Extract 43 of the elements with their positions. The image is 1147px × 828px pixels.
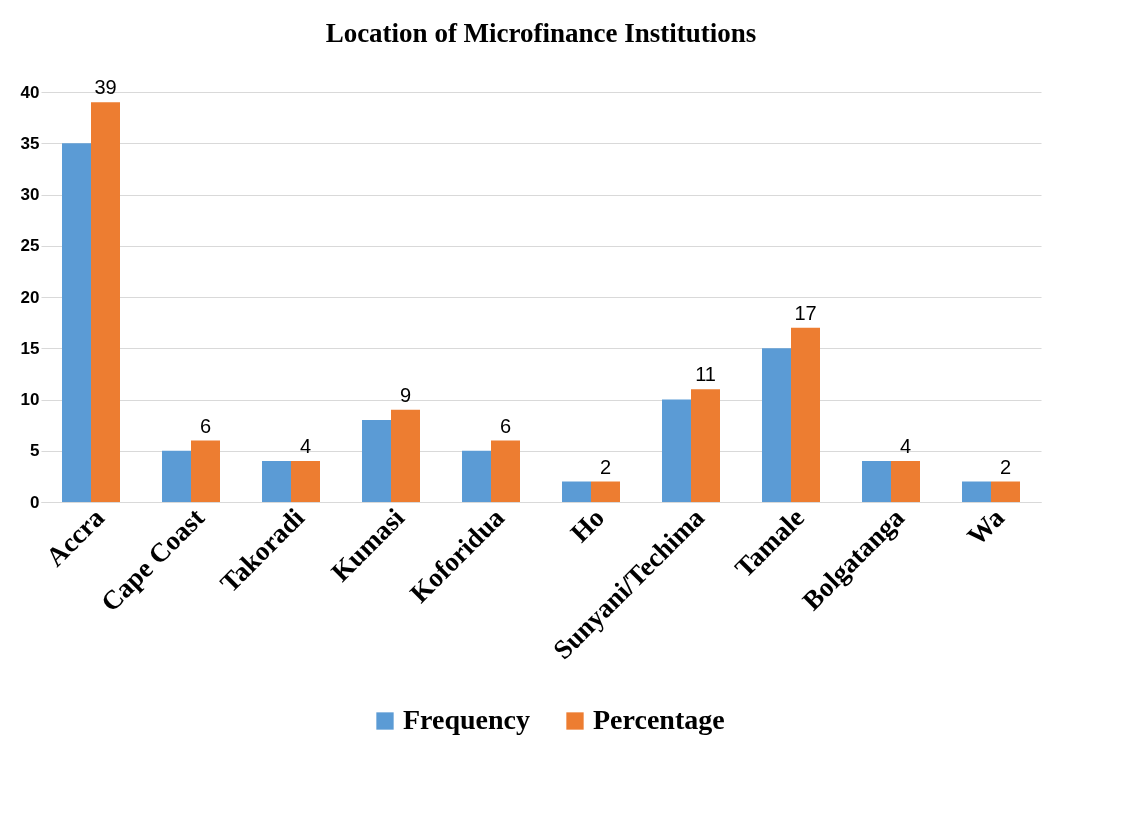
- data-label: 17: [794, 301, 817, 324]
- data-label: 11: [695, 363, 716, 386]
- bar: [791, 327, 820, 502]
- bar: [862, 461, 891, 502]
- bar: [362, 420, 391, 502]
- bar: [91, 102, 120, 502]
- y-tick-label: 25: [20, 236, 40, 256]
- y-tick-label: 35: [20, 133, 40, 153]
- bar: [62, 143, 91, 502]
- bar: [162, 450, 191, 502]
- data-label: 6: [199, 414, 212, 437]
- y-tick-label: 20: [20, 287, 40, 307]
- y-tick-label: 0: [30, 492, 40, 512]
- y-tick-label: 15: [20, 338, 40, 358]
- bar: [891, 461, 920, 502]
- bar: [562, 481, 591, 502]
- y-tick-label: 5: [30, 441, 40, 461]
- data-label: 4: [299, 435, 312, 457]
- bar: [262, 461, 291, 502]
- data-label: 2: [999, 455, 1012, 478]
- y-tick-label: 10: [20, 390, 40, 409]
- bar: [762, 348, 791, 502]
- bar: [291, 461, 320, 502]
- y-tick-label: 40: [20, 82, 40, 102]
- bar: [491, 440, 520, 502]
- y-tick-label: 30: [20, 185, 40, 204]
- chart-title: Location of Microfinance Institutions: [325, 18, 757, 49]
- data-label: 6: [499, 414, 512, 437]
- legend-label: Percentage: [593, 704, 725, 735]
- bar: [662, 399, 691, 502]
- bar: [462, 450, 491, 502]
- bar: [962, 481, 991, 502]
- bar: [591, 481, 620, 502]
- bar: [391, 409, 420, 502]
- data-label: 2: [599, 455, 612, 478]
- legend-label: Frequency: [403, 704, 531, 735]
- data-label: 9: [399, 383, 412, 406]
- data-label: 4: [899, 435, 912, 457]
- x-tick-label: Wa: [961, 502, 1011, 552]
- bar: [691, 389, 720, 502]
- bar: [991, 481, 1020, 502]
- bar: [191, 440, 220, 502]
- data-label: 39: [94, 76, 117, 99]
